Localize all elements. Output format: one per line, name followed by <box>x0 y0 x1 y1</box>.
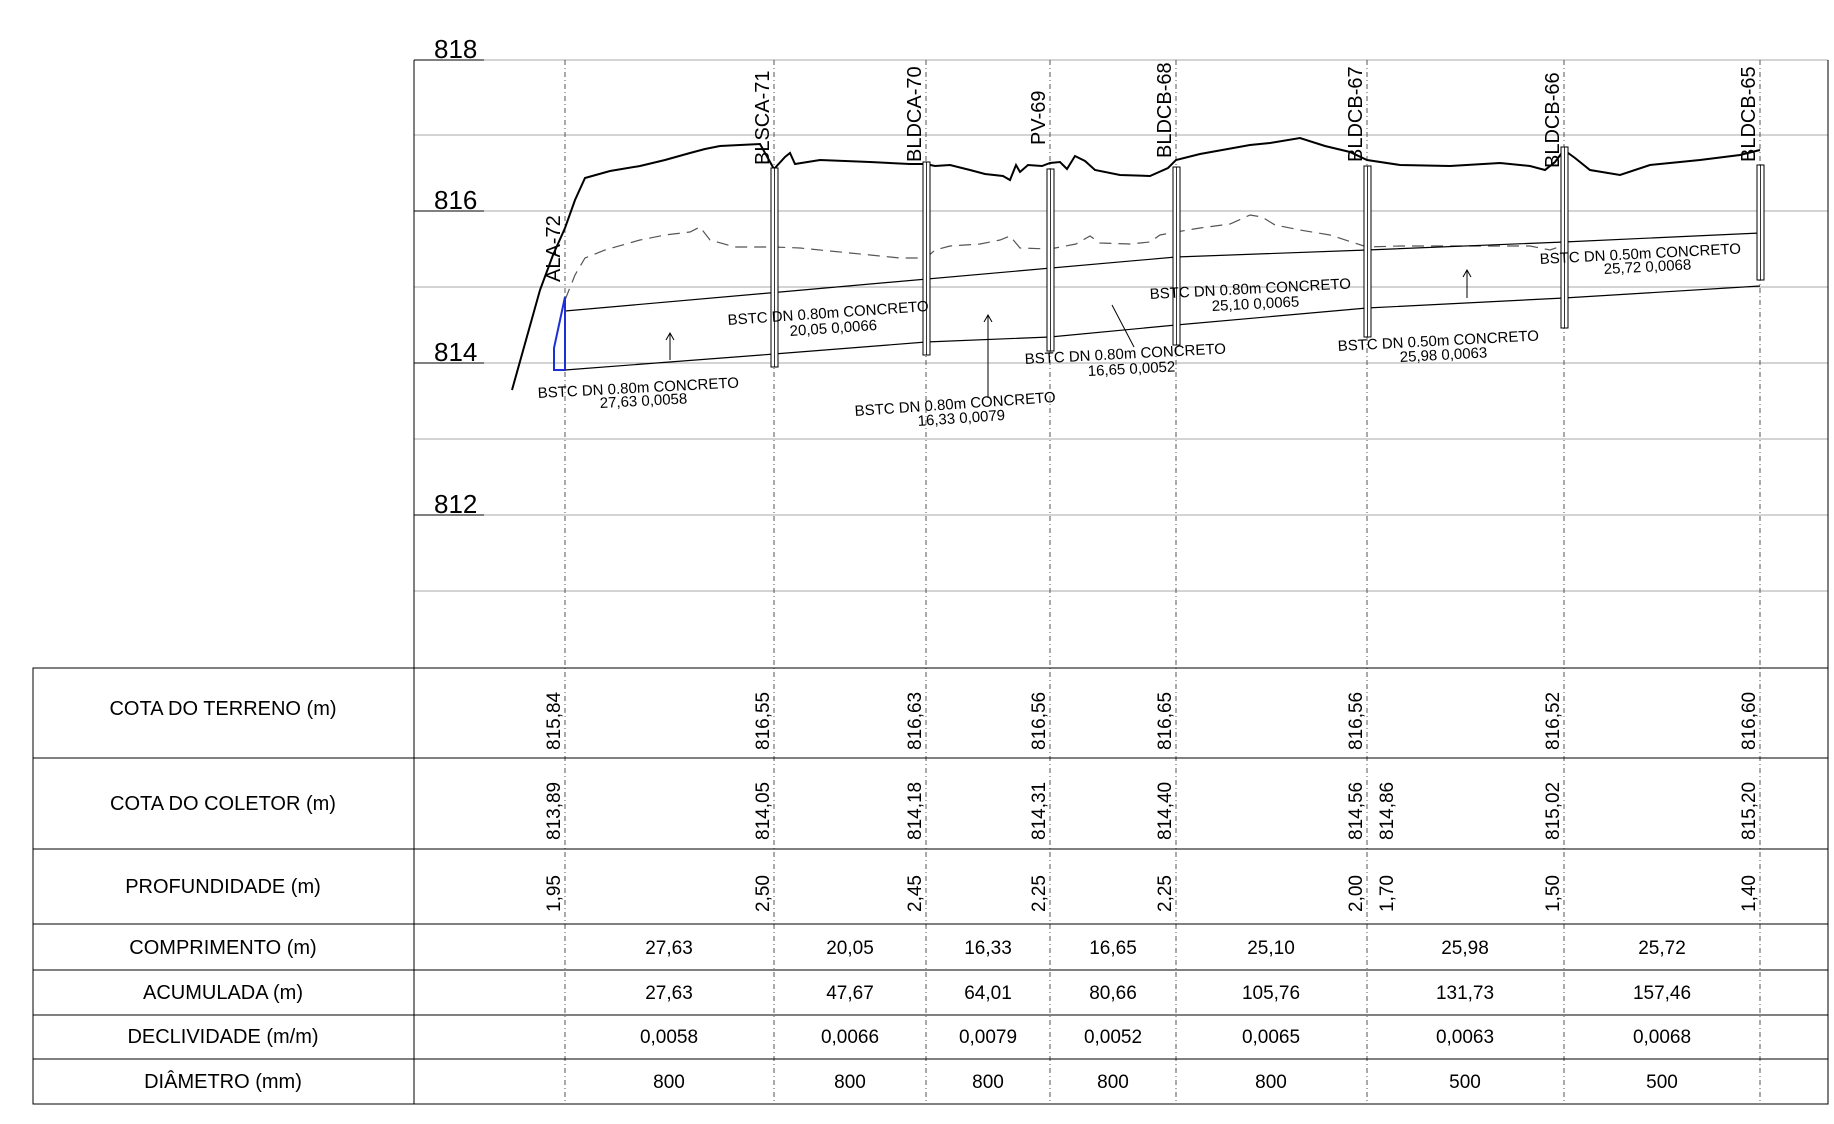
table-cell: 105,76 <box>1242 983 1300 1004</box>
elevation-label-816: 816 <box>434 185 477 215</box>
table-cell: 16,33 <box>964 938 1012 959</box>
table-cell: 816,65 <box>1155 692 1176 750</box>
row-label-comprimento: COMPRIMENTO (m) <box>129 937 316 959</box>
table-cell: 0,0058 <box>640 1027 698 1048</box>
segment-values: 16,33 0,0079 <box>917 407 1006 430</box>
segment-values: 25,10 0,0065 <box>1211 293 1299 315</box>
row-label-acumulada: ACUMULADA (m) <box>143 982 303 1004</box>
table-row-labels: COTA DO TERRENO (m) COTA DO COLETOR (m) … <box>109 698 336 1093</box>
station-label: BLDCA-70 <box>904 66 926 162</box>
table-cell: 2,50 <box>753 875 774 912</box>
row-label-profundidade: PROFUNDIDADE (m) <box>125 876 321 898</box>
table-cell: 27,63 <box>645 938 693 959</box>
table-cell: 814,86 <box>1377 782 1398 840</box>
table-cell: 814,18 <box>905 782 926 840</box>
elevation-label-818: 818 <box>434 34 477 64</box>
table-cell: 816,56 <box>1029 692 1050 750</box>
row-profundidade: 1,95 2,50 2,45 2,25 2,25 2,00 1,70 1,50 … <box>544 875 1760 912</box>
table-cell: 80,66 <box>1089 983 1137 1004</box>
row-label-cota-terreno: COTA DO TERRENO (m) <box>109 698 336 720</box>
table-cell: 25,98 <box>1441 938 1489 959</box>
segment-values: 27,63 0,0058 <box>599 390 687 412</box>
table-cell: 814,31 <box>1029 782 1050 840</box>
elevation-label-812: 812 <box>434 489 477 519</box>
table-cell: 2,25 <box>1155 875 1176 912</box>
segment-values: 16,65 0,0052 <box>1087 358 1175 380</box>
table-cell: 800 <box>972 1072 1004 1093</box>
segment-values: 25,72 0,0068 <box>1603 256 1691 278</box>
table-cell: 500 <box>1646 1072 1678 1093</box>
table-cell: 2,00 <box>1346 875 1367 912</box>
station-lines <box>564 60 1761 1104</box>
station-label: BLDCB-67 <box>1345 66 1367 162</box>
table-cell: 25,72 <box>1638 938 1686 959</box>
row-diametro: 800 800 800 800 800 500 500 <box>653 1072 1678 1093</box>
table-cell: 131,73 <box>1436 983 1494 1004</box>
table-cell: 814,05 <box>753 782 774 840</box>
table-cell: 1,40 <box>1739 875 1760 912</box>
data-table-grid <box>32 667 1829 1105</box>
row-comprimento: 27,63 20,05 16,33 16,65 25,10 25,98 25,7… <box>645 938 1686 959</box>
table-cell: 0,0068 <box>1633 1027 1691 1048</box>
table-cell: 816,56 <box>1346 692 1367 750</box>
table-cell: 815,20 <box>1739 782 1760 840</box>
elevation-label-814: 814 <box>434 337 477 367</box>
terrain-line <box>511 136 1761 391</box>
table-cell: 816,63 <box>905 692 926 750</box>
station-label: BLDCB-68 <box>1154 62 1176 158</box>
table-cell: 0,0065 <box>1242 1027 1300 1048</box>
table-cell: 1,95 <box>544 875 565 912</box>
table-cell: 0,0052 <box>1084 1027 1142 1048</box>
table-cell: 800 <box>1097 1072 1129 1093</box>
table-cell: 813,89 <box>544 782 565 840</box>
table-cell: 814,56 <box>1346 782 1367 840</box>
station-labels: ALA-72 BLSCA-71 BLDCA-70 PV-69 BLDCB-68 … <box>543 62 1760 282</box>
table-cell: 1,70 <box>1377 875 1398 912</box>
segment-values: 20,05 0,0066 <box>789 317 878 340</box>
table-cell: 0,0066 <box>821 1027 879 1048</box>
row-cota-terreno: 815,84 816,55 816,63 816,56 816,65 816,5… <box>544 691 1760 750</box>
pipe-invert-line <box>564 285 1761 371</box>
table-cell: 816,60 <box>1739 692 1760 750</box>
table-cell: 1,50 <box>1543 875 1564 912</box>
table-cell: 16,65 <box>1089 938 1137 959</box>
row-acumulada: 27,63 47,67 64,01 80,66 105,76 131,73 15… <box>645 983 1691 1004</box>
table-cell: 25,10 <box>1247 938 1295 959</box>
table-cell: 814,40 <box>1155 782 1176 840</box>
table-cell: 47,67 <box>826 983 874 1004</box>
station-label: BLDCB-66 <box>1542 72 1564 168</box>
table-cell: 27,63 <box>645 983 693 1004</box>
table-cell: 500 <box>1449 1072 1481 1093</box>
table-cell: 2,45 <box>905 875 926 912</box>
row-cota-coletor: 813,89 814,05 814,18 814,31 814,40 814,5… <box>544 782 1760 840</box>
row-label-cota-coletor: COTA DO COLETOR (m) <box>110 793 336 815</box>
station-label: BLSCA-71 <box>752 71 774 166</box>
segment-annotations: BSTC DN 0.80m CONCRETO 27,63 0,0058 BSTC… <box>537 240 1741 430</box>
manholes <box>770 146 1765 368</box>
row-label-declividade: DECLIVIDADE (m/m) <box>127 1026 318 1048</box>
row-label-diametro: DIÂMETRO (mm) <box>144 1070 302 1093</box>
table-cell: 20,05 <box>826 938 874 959</box>
table-cell: 157,46 <box>1633 983 1691 1004</box>
row-declividade: 0,0058 0,0066 0,0079 0,0052 0,0065 0,006… <box>640 1027 1691 1048</box>
table-cell: 800 <box>1255 1072 1287 1093</box>
table-cell: 816,52 <box>1543 692 1564 750</box>
station-label: BLDCB-65 <box>1738 66 1760 162</box>
elevation-labels: 818 816 814 812 <box>414 34 484 519</box>
table-cell: 0,0063 <box>1436 1027 1494 1048</box>
segment-values: 25,98 0,0063 <box>1399 344 1487 366</box>
table-cell: 64,01 <box>964 983 1012 1004</box>
table-cell: 800 <box>834 1072 866 1093</box>
manhole-ala-72-outline <box>553 296 566 371</box>
table-cell: 0,0079 <box>959 1027 1017 1048</box>
table-cell: 2,25 <box>1029 875 1050 912</box>
station-label: PV-69 <box>1028 91 1050 145</box>
table-cell: 815,84 <box>544 691 565 750</box>
station-label: ALA-72 <box>543 215 565 282</box>
table-cell: 815,02 <box>1543 782 1564 840</box>
table-cell: 816,55 <box>753 692 774 750</box>
table-cell: 800 <box>653 1072 685 1093</box>
